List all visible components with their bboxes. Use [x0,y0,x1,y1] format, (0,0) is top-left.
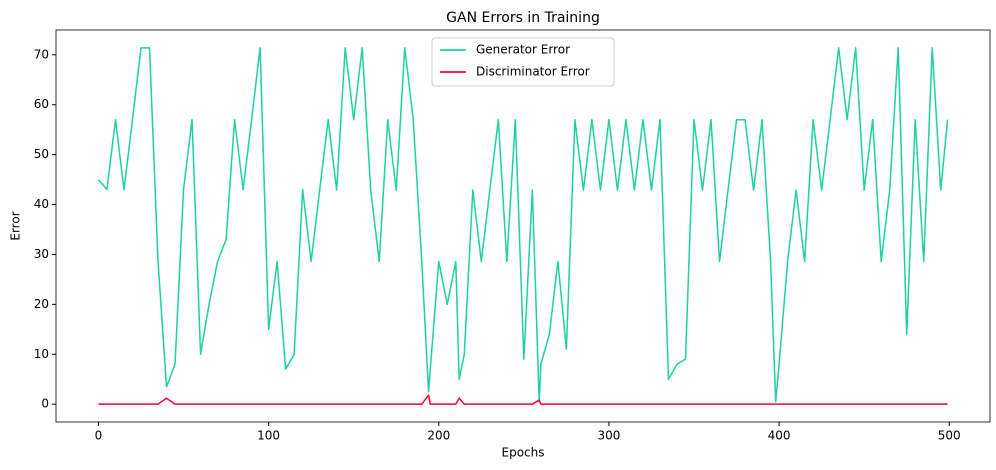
y-tick-label: 50 [34,147,49,161]
x-axis-label: Epochs [502,446,545,460]
plot-frame [55,29,991,423]
y-tick-label: 20 [34,297,49,311]
x-tick-label: 500 [938,429,961,443]
x-tick-label: 400 [768,429,791,443]
y-tick-label: 10 [34,347,49,361]
legend-box [431,37,615,87]
series-line [97,47,949,403]
y-tick-label: 40 [34,197,49,211]
y-tick-label: 30 [34,247,49,261]
x-tick-label: 200 [427,429,450,443]
y-axis-label: Error [9,211,23,240]
x-tick-label: 100 [257,429,280,443]
legend-label: Discriminator Error [476,65,590,79]
series-line [98,394,948,405]
chart-title: GAN Errors in Training [446,10,600,26]
legend-label: Generator Error [476,43,570,57]
y-tick-label: 0 [41,397,49,411]
x-tick-label: 0 [95,429,103,443]
y-tick-label: 60 [34,97,49,111]
y-tick-label: 70 [34,47,49,61]
legend: Generator Error Discriminator Error [431,37,615,87]
x-tick-label: 300 [597,429,620,443]
